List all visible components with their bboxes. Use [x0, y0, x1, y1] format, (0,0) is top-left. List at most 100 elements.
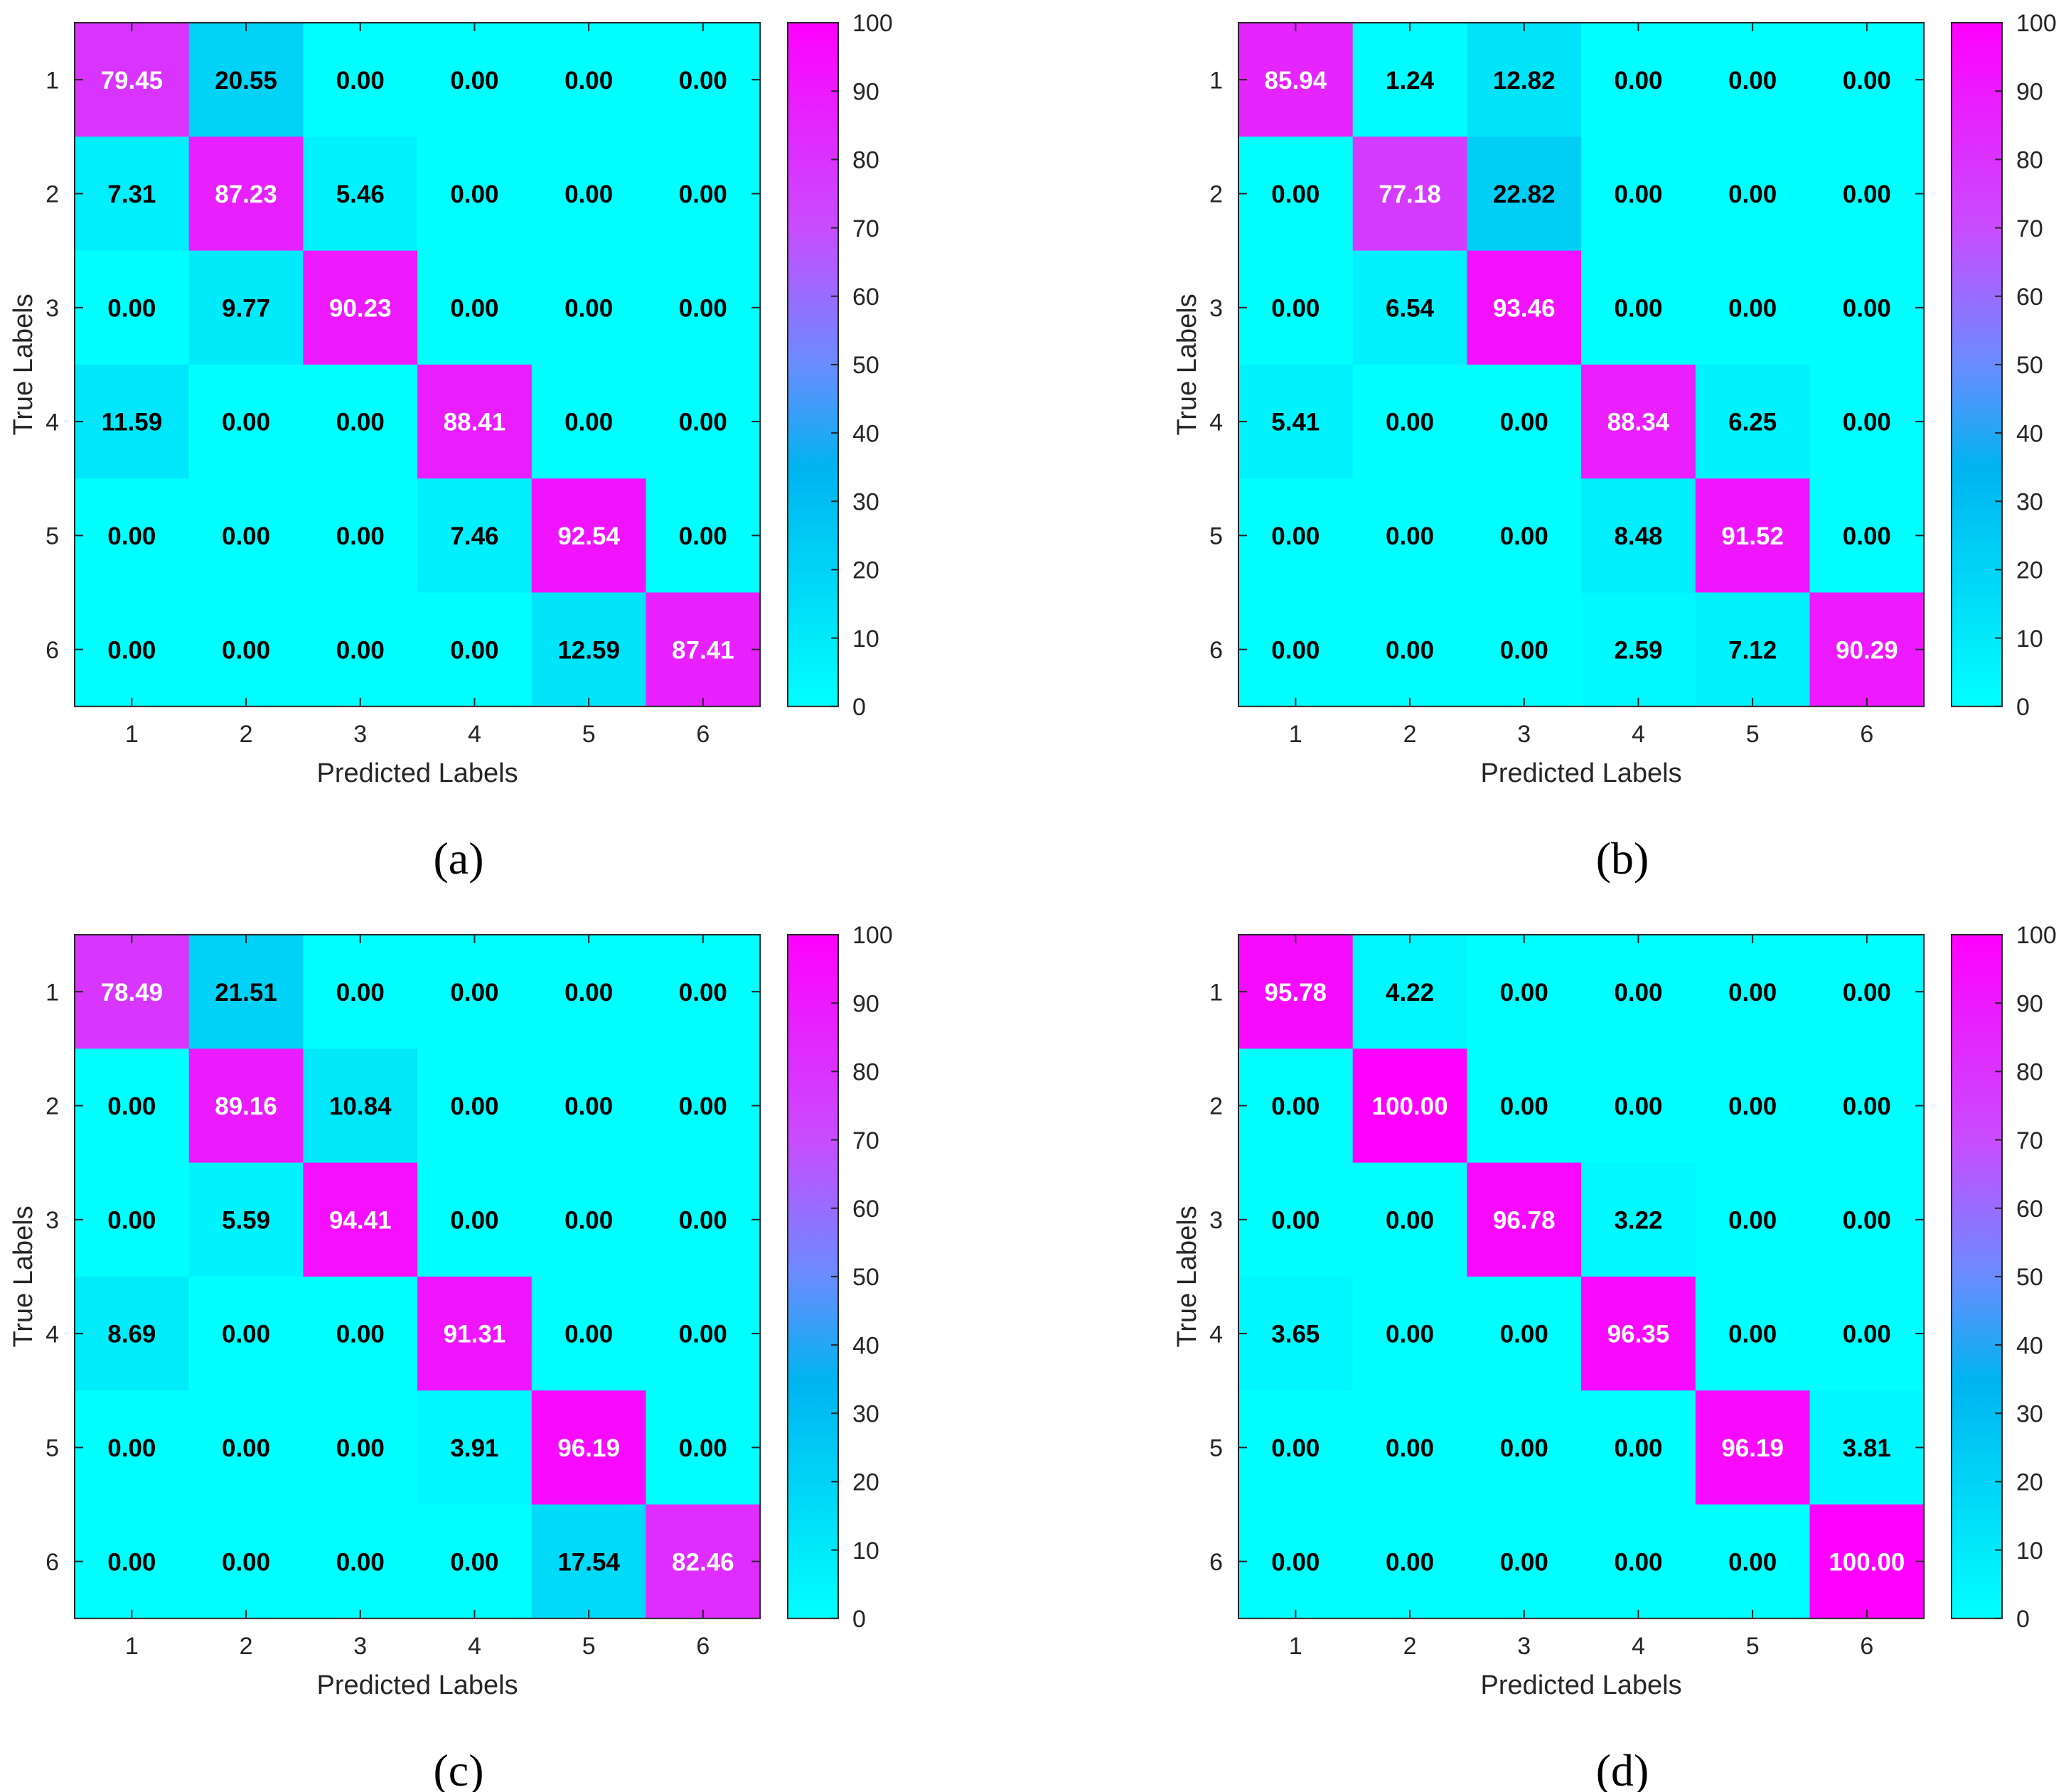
colorbar-tick-label: 20 [2016, 1469, 2043, 1496]
cell-value-label: 0.00 [1728, 1548, 1777, 1576]
x-tick-label: 2 [1403, 1633, 1417, 1660]
colorbar-tick-label: 90 [2016, 990, 2043, 1017]
colorbar-tick-label: 30 [2016, 489, 2043, 516]
heatmap-cell [1352, 1504, 1467, 1619]
cell-value-label: 0.00 [1271, 636, 1320, 664]
heatmap-cell [1581, 1504, 1696, 1619]
cell-value-label: 0.00 [1500, 979, 1548, 1007]
colorbar-tick-label: 0 [852, 1606, 866, 1633]
heatmap-cell [417, 136, 532, 252]
heatmap-cell [646, 935, 761, 1049]
x-tick-label: 5 [1746, 1633, 1760, 1660]
heatmap-cell [417, 23, 532, 137]
colorbar-tick-label: 70 [2016, 1127, 2043, 1154]
heatmap-cell [1467, 935, 1582, 1049]
cell-value-label: 3.81 [1843, 1434, 1891, 1462]
y-tick-label: 4 [1209, 409, 1223, 436]
cell-value-label: 0.00 [564, 1093, 613, 1120]
colorbar-tick-label: 70 [852, 1127, 879, 1154]
colorbar-tick-label: 70 [852, 215, 879, 242]
cell-value-label: 0.00 [1500, 636, 1548, 664]
cell-value-label: 0.00 [1386, 1321, 1434, 1348]
heatmap-cell [75, 1162, 190, 1277]
colorbar-gradient [1952, 935, 2002, 1619]
cell-value-label: 0.00 [336, 1548, 385, 1576]
cell-value-label: 0.00 [1728, 1093, 1777, 1120]
heatmap-cell [75, 364, 190, 479]
heatmap-cell [1238, 935, 1354, 1049]
cell-value-label: 0.00 [222, 1548, 270, 1576]
cell-value-label: 0.00 [679, 1321, 727, 1348]
cell-value-label: 0.00 [1271, 522, 1320, 550]
cell-value-label: 10.84 [329, 1093, 392, 1120]
colorbar-tick-label: 10 [2016, 1538, 2043, 1565]
heatmap-cell [1238, 23, 1354, 137]
heatmap-cell [303, 364, 418, 479]
cell-value-label: 0.00 [1843, 1206, 1891, 1234]
cell-value-label: 0.00 [679, 1434, 727, 1462]
cell-value-label: 90.23 [329, 294, 392, 322]
heatmap-cell [1467, 1390, 1582, 1506]
y-tick-label: 5 [46, 1435, 59, 1462]
heatmap-cell [417, 1276, 532, 1391]
heatmap-cell [188, 478, 304, 594]
cell-value-label: 0.00 [1843, 1093, 1891, 1120]
y-tick-label: 2 [46, 1093, 59, 1120]
heatmap-cell [646, 23, 761, 137]
colorbar-tick-label: 70 [2016, 215, 2043, 242]
colorbar-tick-label: 40 [852, 420, 879, 447]
plot-frame [1238, 22, 1925, 707]
heatmap-cell [303, 1504, 418, 1619]
y-tick-label: 1 [1209, 67, 1223, 94]
y-tick-label: 1 [46, 67, 59, 94]
heatmap-cell [75, 1048, 190, 1164]
cell-value-label: 0.00 [1843, 294, 1891, 322]
heatmap-cell [1581, 478, 1696, 594]
cell-value-label: 0.00 [450, 1548, 498, 1576]
x-tick-label: 4 [1632, 721, 1645, 748]
colorbar-tick-label: 100 [852, 10, 893, 37]
heatmap-cell [1695, 478, 1811, 594]
cell-value-label: 0.00 [107, 294, 156, 322]
cell-value-label: 21.51 [215, 979, 277, 1007]
heatmap-cell [1581, 250, 1696, 365]
cell-value-label: 0.00 [450, 67, 498, 95]
cell-value-label: 12.82 [1493, 67, 1556, 95]
cell-value-label: 90.29 [1836, 636, 1898, 664]
confusion-matrix-panel: 95.78 4.22 0.00 0.00 0.00 0.000.00 100.00 0.00 0… [1172, 922, 2057, 1792]
colorbar-tick-label: 40 [852, 1332, 879, 1359]
colorbar-gradient [788, 23, 838, 707]
cell-value-label: 0.00 [679, 294, 727, 322]
heatmap-cell [531, 935, 647, 1049]
heatmap-cell [1352, 592, 1467, 707]
cell-value-label: 0.00 [336, 979, 385, 1007]
x-tick-label: 1 [1289, 1633, 1302, 1660]
x-tick-label: 3 [1517, 721, 1531, 748]
cell-value-label: 89.16 [215, 1093, 277, 1120]
cell-value-label: 92.54 [557, 522, 620, 550]
colorbar-tick-label: 20 [852, 557, 879, 584]
heatmap-cell [75, 1390, 190, 1506]
colorbar-tick-label: 60 [852, 1196, 879, 1223]
cell-value-label: 11.59 [102, 409, 163, 436]
plot-frame [1238, 934, 1925, 1619]
cell-value-label: 0.00 [1271, 294, 1320, 322]
x-tick-label: 1 [125, 1633, 139, 1660]
cell-value-label: 94.41 [329, 1206, 392, 1234]
heatmap-cell [188, 136, 304, 252]
x-tick-label: 5 [582, 721, 596, 748]
cell-value-label: 12.59 [557, 636, 620, 664]
colorbar-gradient [1952, 23, 2002, 707]
heatmap-cell [1581, 1390, 1696, 1506]
cell-value-label: 17.54 [557, 1548, 620, 1576]
cell-value-label: 0.00 [1500, 1434, 1548, 1462]
cell-value-label: 0.00 [1386, 636, 1434, 664]
heatmap-cell [531, 23, 647, 137]
cell-value-label: 0.00 [336, 67, 385, 95]
cell-value-label: 0.00 [1728, 67, 1777, 95]
heatmap-cell [417, 1048, 532, 1164]
cell-value-label: 0.00 [1386, 409, 1434, 436]
colorbar-tick-label: 20 [852, 1469, 879, 1496]
cell-value-label: 0.00 [1614, 1548, 1662, 1576]
y-tick-label: 6 [46, 1549, 59, 1576]
